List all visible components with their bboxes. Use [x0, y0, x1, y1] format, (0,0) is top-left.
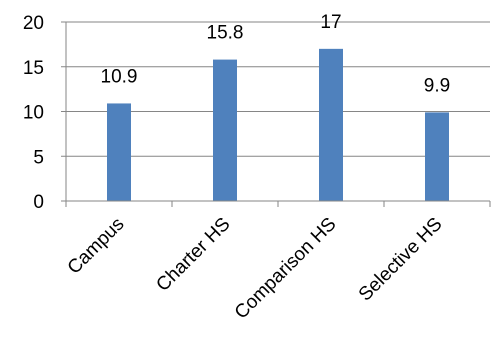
data-label: 15.8 [207, 23, 244, 44]
data-label: 17 [320, 12, 341, 33]
axes [61, 21, 491, 207]
bar [319, 48, 343, 201]
y-tick-label: 0 [33, 192, 44, 213]
y-tick-label: 20 [23, 13, 44, 34]
category-label: Campus [64, 214, 129, 279]
y-tick-label: 5 [33, 147, 44, 168]
category-label: Charter HS [152, 214, 234, 296]
y-tick-label: 15 [23, 58, 44, 79]
bar [425, 112, 449, 201]
category-label: Comparison HS [231, 214, 341, 324]
data-label: 10.9 [101, 66, 138, 87]
bar [107, 103, 131, 201]
bar [213, 59, 237, 202]
category-label: Selective HS [355, 214, 447, 306]
bars [107, 48, 449, 202]
gridlines [66, 21, 490, 157]
y-tick-label: 10 [23, 103, 44, 124]
data-label: 9.9 [424, 75, 450, 96]
